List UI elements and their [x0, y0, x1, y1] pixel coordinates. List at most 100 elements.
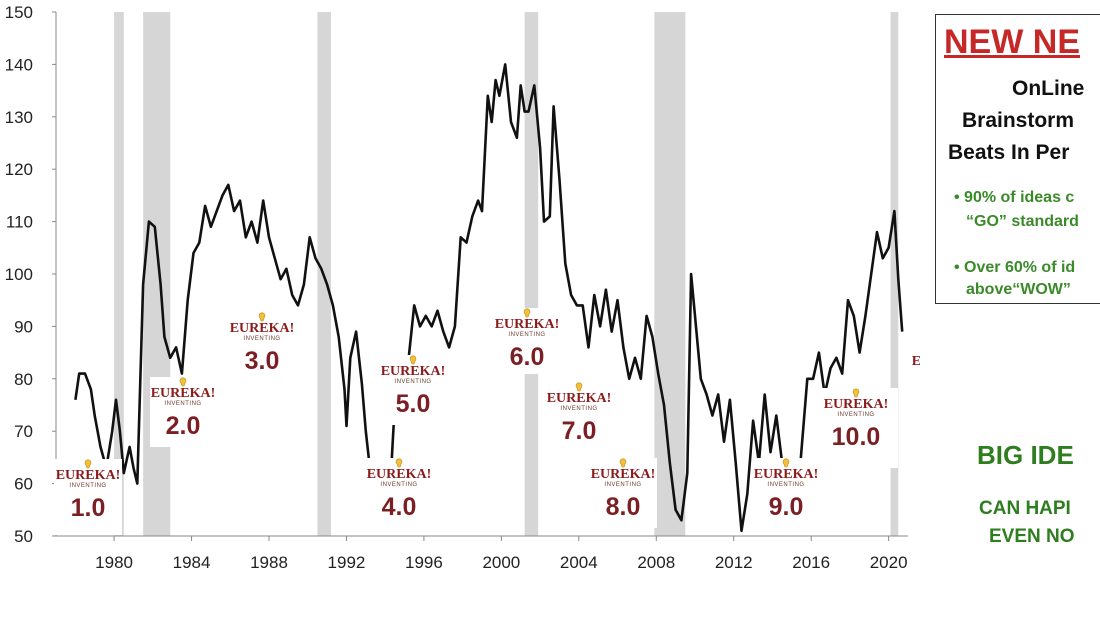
x-tick-label: 2000	[482, 553, 520, 572]
news-bullet-2-line-2: above“WOW”	[966, 281, 1071, 298]
inventing-wordmark: INVENTING	[380, 482, 417, 488]
news-line-beats: Beats In Per	[948, 141, 1070, 164]
lightbulb-icon	[409, 355, 417, 365]
news-bullet-1-line-1: • 90% of ideas c	[954, 189, 1075, 206]
y-tick-label: 100	[5, 265, 33, 284]
y-tick-label: 140	[5, 55, 33, 74]
x-axis-ticks: 1980 1984 1988 1992 1996 2000 2004 2008 2012 2016…	[95, 536, 908, 572]
lightbulb-icon	[619, 458, 627, 468]
badge-background	[380, 355, 446, 425]
inventing-wordmark: INVENTING	[604, 482, 641, 488]
y-tick-label: 70	[14, 422, 33, 441]
x-tick-label: 1996	[405, 553, 443, 572]
badge-number: 2.0	[166, 412, 201, 440]
badge-layer: EUREKA!INVENTING1.0EUREKA!INVENTING2.0EU…	[54, 308, 920, 535]
inventing-wordmark: INVENTING	[394, 379, 431, 385]
y-tick-label: 150	[5, 3, 33, 22]
badge-number: 1.0	[71, 494, 106, 522]
x-tick-label: 2020	[870, 553, 908, 572]
badge-background	[814, 388, 898, 468]
lightbulb-icon	[852, 388, 860, 398]
y-tick-label: 130	[5, 108, 33, 127]
eureka-wordmark: EUREKA!	[824, 397, 889, 412]
badge-background	[54, 459, 122, 535]
x-tick-label: 2004	[560, 553, 598, 572]
x-tick-label: 2016	[792, 553, 830, 572]
x-tick-label: 1988	[250, 553, 288, 572]
y-tick-label: 60	[14, 475, 33, 494]
x-tick-label: 2008	[637, 553, 675, 572]
eureka-badge-4: EUREKA!INVENTING 4.0	[366, 458, 432, 526]
news-title: NEW NE	[944, 23, 1080, 61]
series-layer	[74, 63, 904, 533]
y-tick-label: 110	[6, 213, 33, 232]
series-line-1	[74, 63, 904, 533]
inventing-wordmark: INVENTING	[837, 412, 874, 418]
eureka-wordmark: EUREKA!	[230, 321, 295, 336]
eureka-wordmark: EUREKA!	[56, 468, 121, 483]
recession-band-1	[114, 12, 124, 536]
eureka-badge-1: EUREKA!INVENTING 1.0	[54, 459, 122, 535]
badge-background	[494, 308, 560, 374]
badge-number: 9.0	[769, 493, 804, 521]
recession-band-5	[654, 12, 686, 536]
lightbulb-icon	[782, 458, 790, 468]
eureka-wordmark: EUREKA!	[381, 364, 446, 379]
inventing-wordmark: INVENTING	[767, 482, 804, 488]
lightbulb-icon	[84, 459, 92, 469]
badge-background	[589, 458, 657, 528]
big-ideas-heading: BIG IDE	[977, 440, 1074, 470]
inventing-wordmark: INVENTING	[243, 336, 280, 342]
x-tick-label: 1980	[95, 553, 133, 572]
eureka-wordmark: EUREKA!	[591, 467, 656, 482]
recession-band-2	[143, 12, 171, 536]
news-line-brainstorm: Brainstorm	[962, 109, 1075, 132]
recession-band-6	[890, 12, 899, 536]
inventing-wordmark: INVENTING	[508, 332, 545, 338]
x-tick-label: 1992	[328, 553, 366, 572]
badge-number: 8.0	[606, 493, 641, 521]
news-bullet-2-line-1: • Over 60% of id	[954, 259, 1076, 276]
y-tick-label: 120	[5, 160, 33, 179]
badge-background	[545, 382, 613, 450]
news-box: NEW NE OnLine Brainstorm Beats In Per • …	[935, 14, 1100, 304]
eureka-badge-10: EUREKA!INVENTING 10.0	[814, 388, 898, 468]
recession-band-4	[524, 12, 539, 536]
y-tick-label: 80	[14, 370, 33, 389]
eureka-badge-2: EUREKA!INVENTING 2.0	[150, 377, 216, 447]
recession-bands	[114, 12, 899, 536]
lightbulb-icon	[179, 377, 187, 387]
eureka-badge-5: EUREKA!INVENTING 5.0	[380, 355, 446, 425]
lightbulb-icon	[575, 382, 583, 392]
y-axis-ticks: 50 60 70 80 90 100 110 120 130 140 150	[5, 3, 56, 546]
eureka-wordmark: EUREKA!	[547, 391, 612, 406]
news-bullet-1-line-2: “GO” standard	[966, 213, 1079, 230]
badge-background	[902, 345, 920, 421]
eureka-wordmark: EUREKA!	[495, 317, 560, 332]
eureka-wordmark: EUREKA!	[367, 467, 432, 482]
inventing-wordmark: INVENTING	[69, 483, 106, 489]
inventing-wordmark: INVENTING	[560, 406, 597, 412]
badge-background	[754, 458, 818, 528]
badge-number: 5.0	[396, 390, 431, 418]
eureka-badge-9: EUREKA!INVENTING 9.0	[754, 458, 818, 528]
badge-number: 7.0	[562, 417, 597, 445]
y-tick-label: 50	[14, 527, 33, 546]
eureka-badge-11: EUREKA!INVENTING11.0	[902, 345, 920, 421]
lightbulb-icon	[258, 312, 266, 322]
y-tick-label: 90	[14, 317, 33, 336]
x-tick-label: 2012	[715, 553, 753, 572]
eureka-wordmark: EUREKA!	[912, 354, 920, 369]
even-now-line: EVEN NO	[989, 526, 1075, 547]
badge-number: 6.0	[510, 343, 545, 371]
eureka-badge-7: EUREKA!INVENTING 7.0	[545, 382, 613, 450]
badge-background	[228, 312, 296, 376]
lightbulb-icon	[523, 308, 531, 318]
inventing-wordmark: INVENTING	[164, 401, 201, 407]
x-tick-label: 1984	[173, 553, 211, 572]
badge-number: 4.0	[382, 493, 417, 521]
badge-number: 3.0	[245, 347, 280, 375]
badge-background	[366, 458, 432, 526]
eureka-badge-6: EUREKA!INVENTING 6.0	[494, 308, 560, 374]
